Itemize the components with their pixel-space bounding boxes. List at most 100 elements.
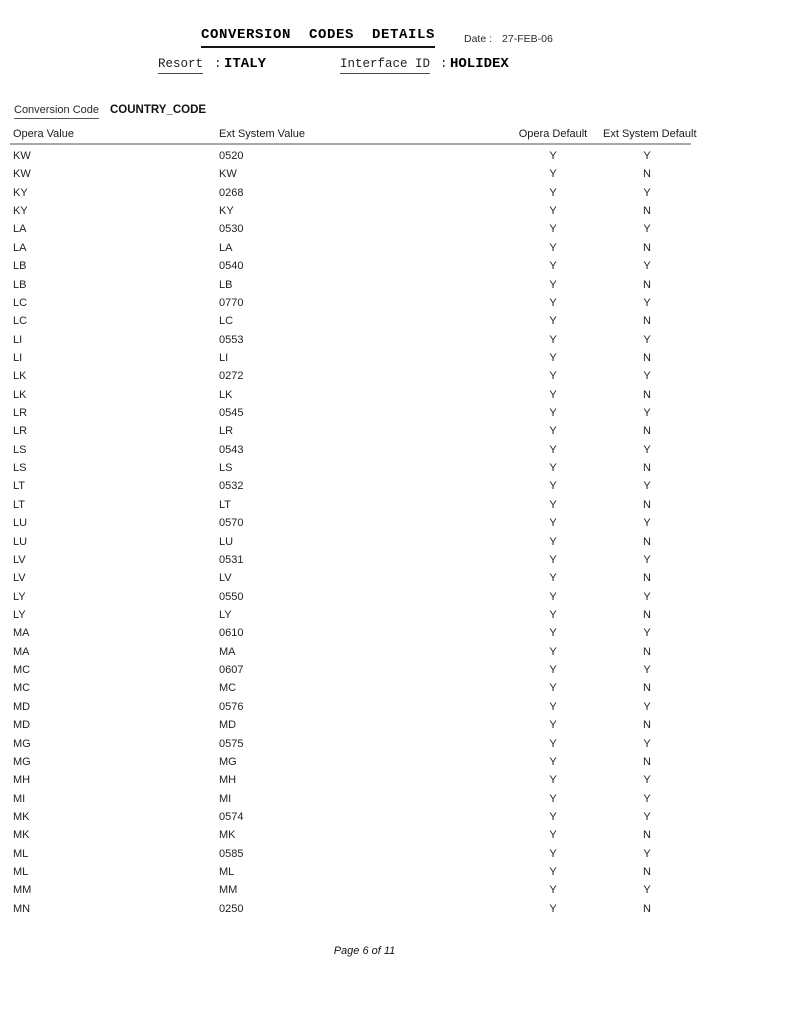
table-row: LB 0540 Y Y — [10, 257, 691, 275]
table-row: LT 0532 Y Y — [10, 477, 691, 495]
cell-ext-system-value: MK — [219, 829, 236, 842]
cell-ext-system-default: N — [643, 278, 651, 291]
cell-ext-system-default: N — [643, 572, 651, 585]
cell-ext-system-default: Y — [643, 370, 651, 383]
cell-ext-system-default: Y — [643, 590, 651, 603]
cell-opera-value: KY — [13, 186, 28, 199]
cell-ext-system-value: 0575 — [219, 737, 244, 750]
cell-ext-system-value: 0520 — [219, 150, 244, 162]
cell-opera-value: LR — [13, 407, 28, 420]
cell-opera-value: LV — [13, 553, 26, 566]
cell-ext-system-value: 0530 — [219, 223, 244, 236]
cell-opera-value: ML — [13, 847, 29, 860]
cell-ext-system-default: N — [643, 719, 651, 732]
cell-opera-value: MA — [13, 645, 30, 658]
cell-ext-system-default: N — [643, 351, 651, 364]
table-row: ML ML Y N — [10, 863, 691, 881]
cell-ext-system-value: 0576 — [219, 700, 244, 713]
table-row: MC MC Y N — [10, 679, 691, 697]
table-row: MK MK Y N — [10, 826, 691, 844]
cell-ext-system-default: Y — [643, 443, 651, 456]
cell-ext-system-value: LU — [219, 535, 234, 548]
cell-opera-value: MG — [13, 755, 31, 768]
cell-opera-value: LC — [13, 315, 28, 328]
cell-ext-system-default: N — [643, 241, 651, 254]
cell-opera-default: Y — [549, 682, 557, 695]
cell-ext-system-value: LY — [219, 608, 232, 621]
cell-ext-system-value: LR — [219, 425, 234, 438]
cell-opera-value: LU — [13, 517, 28, 530]
cell-ext-system-value: 0268 — [219, 186, 244, 199]
table-row: MG MG Y N — [10, 753, 691, 771]
cell-opera-value: KW — [13, 168, 31, 181]
cell-opera-value: MH — [13, 774, 31, 787]
cell-opera-default: Y — [549, 902, 557, 915]
cell-opera-value: MM — [13, 884, 32, 897]
cell-ext-system-default: N — [643, 205, 651, 218]
cell-opera-default: Y — [549, 829, 557, 842]
cell-opera-value: LS — [13, 462, 27, 475]
cell-ext-system-default: N — [643, 829, 651, 842]
cell-opera-default: Y — [549, 792, 557, 805]
date-value: 27-FEB-06 — [502, 33, 553, 45]
cell-ext-system-default: N — [643, 682, 651, 695]
cell-ext-system-default: Y — [643, 186, 651, 199]
cell-opera-value: LT — [13, 480, 26, 493]
cell-ext-system-value: 0570 — [219, 517, 244, 530]
conversion-code-label: Conversion Code — [14, 104, 99, 119]
table-row: LT LT Y N — [10, 496, 691, 514]
cell-opera-default: Y — [549, 388, 557, 401]
cell-ext-system-value: LB — [219, 278, 233, 291]
table-row: LA LA Y N — [10, 239, 691, 257]
cell-ext-system-value: 0543 — [219, 443, 244, 456]
cell-ext-system-default: N — [643, 315, 651, 328]
cell-opera-default: Y — [549, 719, 557, 732]
cell-opera-default: Y — [549, 223, 557, 236]
column-header-ext-system-default: Ext System Default — [603, 128, 697, 140]
table-row: LC 0770 Y Y — [10, 294, 691, 312]
cell-ext-system-default: N — [643, 755, 651, 768]
cell-opera-value: MG — [13, 737, 31, 750]
cell-opera-default: Y — [549, 150, 557, 162]
cell-opera-default: Y — [549, 333, 557, 346]
cell-ext-system-default: Y — [643, 260, 651, 273]
cell-ext-system-value: LC — [219, 315, 234, 328]
cell-opera-value: LC — [13, 296, 28, 309]
resort-label: Resort — [158, 57, 204, 74]
cell-opera-default: Y — [549, 774, 557, 787]
table-row: MA MA Y N — [10, 643, 691, 661]
cell-ext-system-value: 0532 — [219, 480, 244, 493]
cell-ext-system-default: N — [643, 902, 651, 915]
cell-ext-system-default: N — [643, 425, 651, 438]
column-header-ext-system-value: Ext System Value — [219, 128, 305, 140]
cell-opera-default: Y — [549, 407, 557, 420]
table-row: LK 0272 Y Y — [10, 367, 691, 385]
cell-opera-value: LA — [13, 241, 27, 254]
cell-ext-system-value: MC — [219, 682, 237, 695]
cell-ext-system-default: Y — [643, 296, 651, 309]
cell-opera-value: LR — [13, 425, 28, 438]
cell-ext-system-value: ML — [219, 866, 235, 879]
cell-ext-system-value: 0574 — [219, 810, 244, 823]
cell-opera-value: LB — [13, 260, 27, 273]
cell-opera-value: MD — [13, 719, 31, 732]
table-row: MD MD Y N — [10, 716, 691, 734]
cell-opera-default: Y — [549, 755, 557, 768]
table-row: LI LI Y N — [10, 349, 691, 367]
page-number: Page 6 of 11 — [333, 945, 396, 957]
table-row: LK LK Y N — [10, 386, 691, 404]
cell-opera-value: MD — [13, 700, 31, 713]
cell-opera-default: Y — [549, 884, 557, 897]
table-row: LU LU Y N — [10, 533, 691, 551]
cell-opera-value: LY — [13, 608, 26, 621]
cell-ext-system-value: 0545 — [219, 407, 244, 420]
cell-opera-value: LY — [13, 590, 26, 603]
table-row: LS 0543 Y Y — [10, 441, 691, 459]
cell-opera-value: LB — [13, 278, 27, 291]
cell-ext-system-default: Y — [643, 150, 651, 162]
cell-opera-value: LI — [13, 351, 23, 364]
cell-opera-value: MI — [13, 792, 26, 805]
cell-opera-default: Y — [549, 847, 557, 860]
cell-ext-system-default: Y — [643, 737, 651, 750]
